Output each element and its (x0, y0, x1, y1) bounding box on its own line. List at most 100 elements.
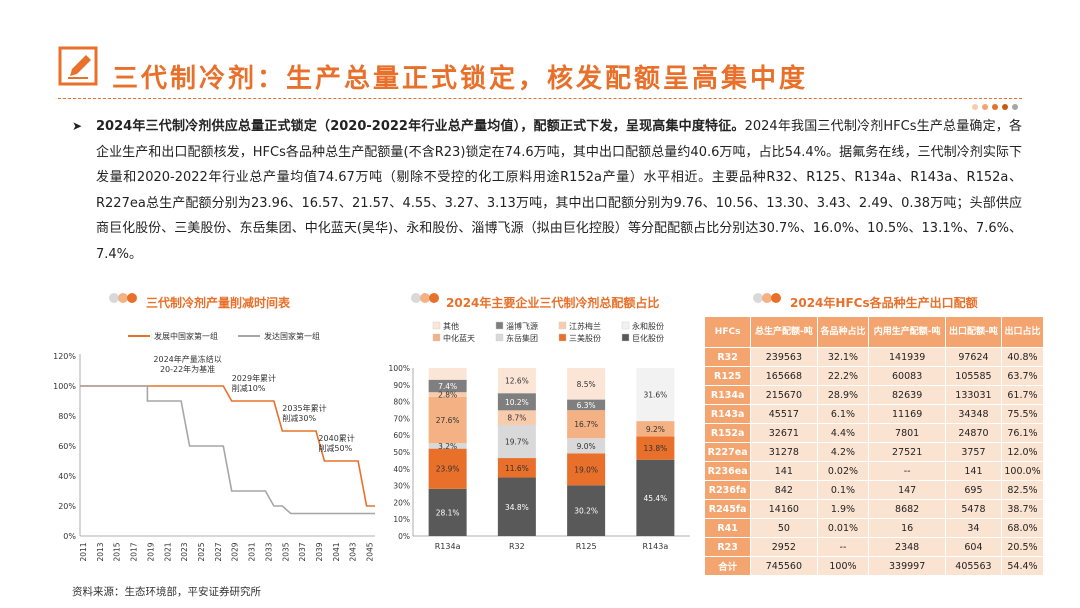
summary-bullet: ➤ 2024年三代制冷剂供应总量正式锁定（2020-2022年行业总产量均值），… (72, 114, 1022, 268)
table-cell: 7801 (869, 424, 945, 442)
table-header-cell: HFCs (705, 317, 751, 347)
table-row: R143a 45517 6.1% 11169 34348 75.5% (705, 405, 1043, 423)
table-cell: 11169 (869, 405, 945, 423)
table-row-header: R143a (705, 405, 751, 423)
table-cell: -- (817, 538, 869, 556)
chart-annotation: 2035年累计削减30% (282, 403, 326, 423)
table-cell: 34 (945, 519, 1001, 537)
bar-segment (497, 410, 536, 425)
bar-segment (567, 453, 606, 486)
three-dots-icon (968, 95, 1018, 114)
y-tick-label: 120% (53, 352, 76, 361)
data-label: 6.3% (577, 401, 596, 410)
table-cell: 339997 (869, 557, 945, 575)
bar-segment (567, 485, 606, 536)
bar-segment (497, 458, 536, 478)
table-cell: 32671 (751, 424, 817, 442)
series-line-developing (80, 385, 375, 507)
bar-segment (428, 443, 467, 449)
legend-label: 其他 (443, 321, 459, 331)
left-panel-title: 三代制冷剂产量削减时间表 (146, 296, 291, 310)
table-cell: 8682 (869, 500, 945, 518)
table-cell: 54.4% (1001, 557, 1043, 575)
legend-swatch (495, 333, 504, 342)
y-tick-label: 0% (398, 532, 410, 541)
table-cell: 61.7% (1001, 386, 1043, 404)
legend-label: 三美股份 (569, 333, 601, 343)
table-cell: 133031 (945, 386, 1001, 404)
table-cell: 2348 (869, 538, 945, 556)
table-row: R152a 32671 4.4% 7801 24870 76.1% (705, 424, 1043, 442)
data-label: 7.4% (438, 382, 457, 391)
bar-segment (567, 399, 606, 411)
table-header-cell: 各品种占比 (817, 317, 869, 347)
legend-label: 永和股份 (632, 321, 664, 331)
bar-segment (497, 424, 536, 459)
data-label: 30.2% (574, 507, 598, 516)
table-row-header: R245fa (705, 500, 751, 518)
y-tick-label: 20% (393, 498, 410, 507)
bar-segment (428, 368, 467, 380)
y-tick-label: 10% (393, 515, 410, 524)
x-tick-label: 2013 (96, 542, 105, 561)
table-cell: 141939 (869, 348, 945, 366)
chart-annotation: 2040累计削减50% (318, 433, 354, 453)
table-row: R41 50 0.01% 16 34 68.0% (705, 519, 1043, 537)
table-row: 合计 745560 100% 339997 405563 54.4% (705, 557, 1043, 575)
table-cell: 405563 (945, 557, 1001, 575)
data-label: 8.5% (577, 380, 596, 389)
table-cell: 215670 (751, 386, 817, 404)
three-dots-icon (109, 293, 137, 303)
table-cell: 3757 (945, 443, 1001, 461)
data-label: 9.0% (577, 442, 596, 451)
x-tick-label: 2045 (366, 542, 375, 561)
table-cell: 745560 (751, 557, 817, 575)
data-label: 23.9% (436, 465, 460, 474)
data-label: 8.7% (507, 414, 526, 423)
y-tick-label: 100% (389, 364, 410, 373)
x-tick-label: 2029 (231, 542, 240, 561)
table-row-header: R125 (705, 367, 751, 385)
x-tick-label: 2015 (113, 542, 122, 561)
table-row-header: R134a (705, 386, 751, 404)
table-cell: 97624 (945, 348, 1001, 366)
table-cell: 32.1% (817, 348, 869, 366)
table-cell: 75.5% (1001, 405, 1043, 423)
data-label: 27.6% (436, 416, 460, 425)
table-row-header: R236ea (705, 462, 751, 480)
legend-swatch (432, 333, 441, 342)
series-line-developed (80, 385, 375, 515)
legend-label: 发达国家第一组 (264, 331, 320, 341)
y-tick-label: 60% (58, 442, 76, 451)
data-label: 28.1% (436, 508, 460, 517)
table-cell: 165668 (751, 367, 817, 385)
x-tick-label: 2037 (298, 542, 307, 561)
bar-segment (497, 393, 536, 411)
table-header-cell: 内用生产配额-吨 (869, 317, 945, 347)
table-cell: 4.4% (817, 424, 869, 442)
hfc-quota-table-wrap: HFCs 总生产配额-吨 各品种占比 内用生产配额-吨 出口配额-吨 出口占比 R32 23… (704, 316, 1044, 576)
y-tick-label: 0% (63, 532, 76, 541)
summary-body: 2024年我国三代制冷剂HFCs生产总量确定，各企业生产和出口配额核发，HFCs… (96, 119, 1022, 262)
legend-swatch (558, 333, 567, 342)
table-row: R32 239563 32.1% 141939 97624 40.8% (705, 348, 1043, 366)
table-cell: 4.2% (817, 443, 869, 461)
table-cell: 1.9% (817, 500, 869, 518)
table-row: R227ea 31278 4.2% 27521 3757 12.0% (705, 443, 1043, 461)
x-tick-label: 2017 (130, 542, 139, 561)
table-cell: 38.7% (1001, 500, 1043, 518)
table-row: R23 2952 -- 2348 604 20.5% (705, 538, 1043, 556)
table-cell: 27521 (869, 443, 945, 461)
x-tick-label: 2019 (146, 542, 155, 561)
data-label: 9.2% (646, 425, 665, 434)
x-tick-label: R134a (435, 542, 461, 551)
x-tick-label: R32 (509, 542, 525, 551)
legend-label: 巨化股份 (632, 333, 664, 343)
table-cell: 100% (817, 557, 869, 575)
table-cell: 6.1% (817, 405, 869, 423)
legend-swatch (621, 333, 630, 342)
table-cell: 31278 (751, 443, 817, 461)
table-header-row: HFCs 总生产配额-吨 各品种占比 内用生产配额-吨 出口配额-吨 出口占比 (705, 317, 1043, 347)
data-label: 3.2% (438, 442, 457, 451)
